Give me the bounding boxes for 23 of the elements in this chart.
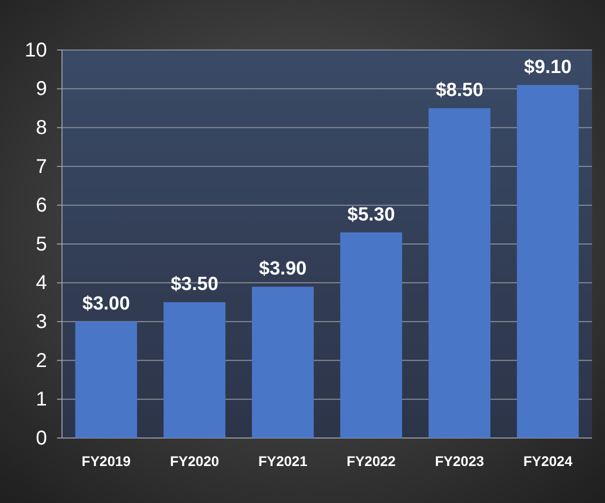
x-tick-label: FY2019 [82, 452, 131, 469]
data-label: $5.30 [347, 204, 395, 226]
data-label: $8.50 [436, 80, 484, 102]
y-tick-label: 0 [36, 427, 47, 450]
y-tick-label: 8 [36, 117, 47, 139]
x-tick-label: FY2022 [346, 452, 396, 469]
y-tick-label: 10 [24, 39, 47, 62]
x-tick-label: FY2024 [523, 452, 573, 469]
y-tick-label: 1 [36, 388, 47, 411]
y-tick-label: 5 [36, 233, 47, 256]
data-label: $3.50 [170, 274, 218, 296]
y-tick-label: 7 [36, 156, 47, 178]
x-tick-label: FY2023 [434, 452, 484, 469]
y-tick-label: 4 [36, 272, 47, 294]
data-label: $3.00 [82, 294, 130, 315]
data-label: $3.90 [259, 258, 307, 280]
data-label: $9.10 [524, 56, 572, 78]
y-tick-label: 9 [36, 78, 47, 100]
y-tick-label: 2 [36, 350, 47, 372]
x-tick-label: FY2021 [258, 452, 308, 469]
y-tick-label: 3 [36, 311, 47, 333]
y-tick-label: 6 [36, 194, 47, 217]
x-tick-label: FY2020 [170, 452, 220, 469]
